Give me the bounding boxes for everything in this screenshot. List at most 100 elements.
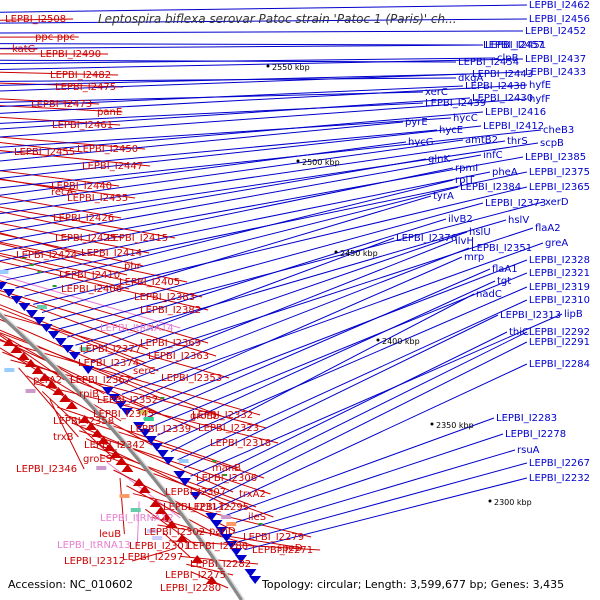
gene-label-forward[interactable]: LEPBI_I2438 (465, 81, 526, 92)
gene-label-reverse[interactable]: LEPBI_I2424 (16, 250, 77, 261)
gene-label-forward[interactable]: LEPBI_I2416 (485, 107, 546, 118)
gene-label-reverse[interactable]: LEPBI_I2369 (140, 338, 201, 349)
gene-label-forward[interactable]: flaA1 (492, 264, 518, 275)
trna-label[interactable]: LEPBI_ItRNA14 (100, 323, 174, 334)
gene-label-forward[interactable]: LEPBI_I2443 (472, 69, 533, 80)
gene-label-reverse[interactable]: LEPBI_I2301 (129, 541, 190, 552)
gene-label-reverse[interactable]: LEPBI_I2358 (53, 416, 114, 427)
gene-label-reverse[interactable]: LEPBI_I2447 (82, 161, 143, 172)
gene-label-reverse[interactable]: LEPBI_I2405 (119, 277, 180, 288)
gene-label-reverse[interactable]: LEPBI_I2339 (130, 424, 191, 435)
gene-label-reverse[interactable]: pcrA2 (33, 375, 62, 386)
gene-label-reverse[interactable]: LEPBI_I2271 (252, 545, 313, 556)
gene-label-forward[interactable]: LEPBI_I2328 (529, 255, 590, 266)
gene-label-reverse[interactable]: LEPBI_I2410 (59, 270, 120, 281)
gene-label-forward[interactable]: hslU (469, 227, 491, 238)
gene-label-reverse[interactable]: LEPBI_I2363 (148, 351, 209, 362)
gene-label-forward[interactable]: cheB3 (543, 125, 574, 136)
gene-label-forward[interactable]: LEPBI_I2456 (529, 14, 590, 25)
trna-label[interactable]: LEPBI_ItRNA12 (100, 513, 174, 524)
gene-label-reverse[interactable]: recA (51, 187, 74, 198)
gene-label-reverse[interactable]: LEPBI_I2306 (196, 473, 257, 484)
gene-label-forward[interactable]: tyrA (433, 191, 454, 202)
gene-label-reverse[interactable]: LEPBI_I2307 (165, 487, 226, 498)
gene-label-reverse[interactable]: LEPBI_I2383 (134, 292, 195, 303)
gene-label-forward[interactable]: hycC (453, 113, 478, 124)
gene-label-reverse[interactable]: speD (277, 543, 303, 554)
gene-label-reverse[interactable]: LEPBI_I2302 (144, 527, 205, 538)
gene-label-forward[interactable]: LEPBI_I2313 (500, 310, 561, 321)
gene-label-reverse[interactable]: LEPBI_I2475 (55, 82, 116, 93)
gene-label-forward[interactable]: mrp (464, 252, 484, 263)
gene-label-reverse[interactable]: LEPBI_I2415 (107, 233, 168, 244)
gene-label-reverse[interactable]: trxA2 (239, 489, 266, 500)
gene-label-reverse[interactable]: serC (133, 366, 155, 377)
gene-label-forward[interactable]: pyrE (405, 117, 428, 128)
gene-label-forward[interactable]: LEPBI_I2454 (458, 57, 519, 68)
gene-label-forward[interactable]: hyfF (529, 94, 551, 105)
gene-label-reverse[interactable]: LEPBI_I2312 (64, 556, 125, 567)
gene-label-reverse[interactable]: LEPBI_I2346 (16, 464, 77, 475)
gene-label-reverse[interactable]: LEPBI_I2279 (243, 532, 304, 543)
gene-label-reverse[interactable]: LEPBI_I2461 (52, 120, 113, 131)
gene-label-reverse[interactable]: panE (97, 107, 122, 118)
gene-label-forward[interactable]: infC (483, 150, 503, 161)
gene-label-reverse[interactable]: LEPBI_I2455 (14, 147, 75, 158)
gene-label-reverse[interactable]: LEPBI_I2440 (51, 181, 112, 192)
trna-label[interactable]: LEPBI_ItRNA13 (57, 540, 131, 551)
gene-label-reverse[interactable]: trxB (53, 432, 74, 443)
gene-label-forward[interactable]: LEPBI_I2384 (460, 182, 521, 193)
gene-label-forward[interactable]: hycE (439, 125, 463, 136)
gene-label-reverse[interactable]: LEPBI_I2426 (53, 213, 114, 224)
gene-label-forward[interactable]: LEPBI_I2462 (529, 0, 590, 11)
gene-label-forward[interactable]: LEPBI_I2278 (505, 429, 566, 440)
gene-label-forward[interactable]: LEPBI_I2232 (529, 473, 590, 484)
gene-label-reverse[interactable]: groES (83, 454, 112, 465)
gene-label-forward[interactable]: amtB2 (465, 135, 498, 146)
gene-label-reverse[interactable]: LEPBI_I2275 (165, 570, 226, 581)
gene-label-forward[interactable]: LEPBI_I2457 (483, 40, 544, 51)
gene-label-forward[interactable]: LEPBI_I2284 (529, 359, 590, 370)
gene-label-reverse[interactable]: LEPBI_I2482 (50, 70, 111, 81)
gene-label-forward[interactable]: LEPBI_I2319 (529, 282, 590, 293)
gene-label-forward[interactable]: LEPBI_I2365 (529, 182, 590, 193)
gene-label-reverse[interactable]: LEPBI_I2297 (122, 552, 183, 563)
gene-label-reverse[interactable]: LEPBI_I2318 (210, 438, 271, 449)
gene-label-forward[interactable]: LEPBI_I2439 (425, 98, 486, 109)
gene-label-forward[interactable]: scpB (540, 138, 564, 149)
gene-label-forward[interactable]: LEPBI_I2375 (529, 167, 590, 178)
gene-label-forward[interactable]: nadC (476, 289, 502, 300)
gene-label-forward[interactable]: tgt (497, 276, 511, 287)
gene-label-forward[interactable]: LEPBI_I2452 (525, 26, 586, 37)
gene-label-forward[interactable]: flaA2 (535, 223, 561, 234)
gene-label-forward[interactable]: LEPBI_I2321 (529, 268, 590, 279)
gene-label-forward[interactable]: xerD (545, 197, 569, 208)
gene-label-reverse[interactable]: LEPBI_I2332 (192, 410, 253, 421)
gene-label-reverse[interactable]: LEPBI_I2282 (190, 559, 251, 570)
gene-label-forward[interactable]: LEPBI_I2437 (525, 54, 586, 65)
gene-label-reverse[interactable]: LEPBI_I2288 (187, 541, 248, 552)
gene-label-reverse[interactable]: leuB (99, 529, 121, 540)
gene-label-reverse[interactable]: panD (209, 526, 236, 537)
gene-label-reverse[interactable]: LEPBI_I2425 (55, 233, 116, 244)
gene-label-reverse[interactable]: LEPBI_I2450 (77, 144, 138, 155)
gene-label-forward[interactable]: xerC (425, 87, 448, 98)
gene-label-reverse[interactable]: LEPBI_I2382 (140, 305, 201, 316)
gene-label-reverse[interactable]: manB (212, 463, 241, 474)
gene-label-reverse[interactable]: LEPBI_I2377 (80, 344, 141, 355)
gene-label-reverse[interactable]: ileS (248, 512, 266, 523)
gene-label-forward[interactable]: LEPBI_I2373 (485, 198, 546, 209)
gene-label-reverse[interactable]: LEPBI_I2353 (161, 373, 222, 384)
gene-label-forward[interactable]: lipB (564, 309, 583, 320)
gene-label-reverse[interactable]: LEPBI_I2280 (160, 583, 221, 594)
gene-label-forward[interactable]: ilvB2 (448, 214, 473, 225)
gene-label-reverse[interactable]: ppc-ppc (35, 32, 75, 43)
gene-label-forward[interactable]: LEPBI_I2292 (529, 327, 590, 338)
gene-label-forward[interactable]: LEPBI_I2291 (529, 337, 590, 348)
gene-label-reverse[interactable]: LEPBI_I2473 (31, 99, 92, 110)
gene-label-forward[interactable]: LEPBI_I2376 (396, 233, 457, 244)
gene-label-forward[interactable]: LEPBI_I2385 (525, 152, 586, 163)
gene-label-forward[interactable]: LEPBI_I2283 (496, 413, 557, 424)
gene-label-forward[interactable]: hslV (508, 215, 529, 226)
